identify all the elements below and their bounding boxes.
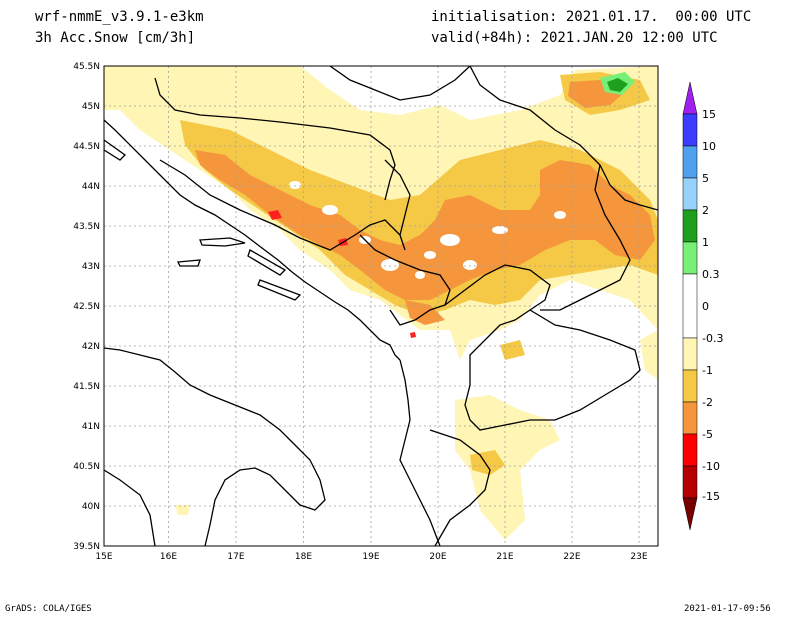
colorbar-bin (682, 177, 698, 211)
colorbar-bin (682, 145, 698, 179)
colorbar-bin (682, 369, 698, 403)
border-line (540, 164, 631, 311)
colorbar-bin (682, 465, 698, 499)
colorbar-top-arrow (682, 81, 698, 115)
island-outline (199, 237, 246, 247)
balkan-coastline (399, 359, 441, 546)
border-line (429, 429, 491, 546)
intense-snow-region (410, 332, 416, 338)
footer-credit: GrADS: COLA/IGES (5, 604, 92, 614)
init-time: initialisation: 2021.01.17. 00:00 UTC (431, 9, 752, 25)
lon-tick-label: 23E (630, 552, 647, 562)
border-line (329, 66, 471, 101)
light-snow-region (640, 330, 658, 380)
lon-axis: 15E 16E 17E 18E 19E 20E 21E 22E 23E (95, 552, 647, 562)
lat-tick-label: 41.5N (73, 382, 100, 392)
colorbar-label: -2 (702, 396, 713, 409)
valid-time: valid(+84h): 2021.JAN.20 12:00 UTC (431, 30, 718, 46)
lon-tick-label: 22E (563, 552, 580, 562)
lon-tick-label: 18E (295, 552, 312, 562)
island-outline (257, 279, 302, 301)
lat-tick-label: 41N (82, 422, 100, 432)
island-outline (176, 259, 201, 267)
heavy-snow-region (195, 150, 655, 300)
colorbar-label: 10 (702, 140, 716, 153)
map-frame (103, 65, 659, 547)
island-outline (247, 249, 287, 276)
positive-region (607, 78, 628, 92)
lat-tick-label: 45N (82, 102, 100, 112)
colorbar-label: -0.3 (702, 332, 723, 345)
colorbar-label: -1 (702, 364, 713, 377)
colorbar-bin (682, 209, 698, 243)
lon-tick-label: 21E (496, 552, 513, 562)
colorbar-label: 0.3 (702, 268, 720, 281)
lon-tick-label: 19E (362, 552, 379, 562)
colorbar-bin (682, 241, 698, 275)
croatia-coastline (104, 119, 401, 361)
colorbar: 15 10 5 2 1 0.3 0 -0.3 -1 -2 -5 -10 -15 (682, 81, 723, 531)
light-snow-region (175, 505, 190, 515)
border-line (469, 66, 658, 211)
lat-tick-label: 43.5N (73, 222, 100, 232)
lon-tick-label: 16E (160, 552, 177, 562)
footer-timestamp: 2021-01-17-09:56 (684, 604, 771, 614)
lat-tick-label: 43N (82, 262, 100, 272)
colorbar-label: 15 (702, 108, 716, 121)
border-line (384, 159, 411, 236)
lat-axis: 39.5N 40N 40.5N 41N 41.5N 42N 42.5N 43N … (73, 62, 100, 552)
colorbar-label: -10 (702, 460, 720, 473)
lat-tick-label: 42.5N (73, 302, 100, 312)
border-line (469, 309, 641, 431)
lon-tick-label: 15E (95, 552, 112, 562)
colorbar-label: 5 (702, 172, 709, 185)
colorbar-bin (682, 273, 698, 339)
lat-tick-label: 40.5N (73, 462, 100, 472)
border-line (359, 234, 451, 326)
lon-tick-label: 17E (227, 552, 244, 562)
lat-tick-label: 45.5N (73, 62, 100, 72)
colorbar-bin (682, 401, 698, 435)
italy-coastline (104, 469, 156, 546)
colorbar-label: -5 (702, 428, 713, 441)
colorbar-label: 0 (702, 300, 709, 313)
border-line (464, 324, 501, 421)
coastlines-borders (104, 66, 658, 546)
lon-tick-label: 20E (429, 552, 446, 562)
colorbar-bin (682, 113, 698, 147)
lat-tick-label: 44N (82, 182, 100, 192)
colorbar-bin (682, 337, 698, 371)
colorbar-label: 2 (702, 204, 709, 217)
border-line (444, 264, 551, 326)
map-gridlines (104, 66, 658, 546)
lat-tick-label: 44.5N (73, 142, 100, 152)
italy-coastline (104, 347, 326, 546)
moderate-snow-region (180, 120, 658, 315)
border-line (154, 77, 396, 201)
model-title: wrf-nmmE_v3.9.1-e3km (35, 9, 204, 25)
snow-field (104, 66, 658, 540)
moderate-snow-region (470, 450, 505, 475)
border-line (159, 159, 406, 251)
light-snow-region (455, 395, 560, 540)
lat-tick-label: 40N (82, 502, 100, 512)
lat-tick-label: 39.5N (73, 542, 100, 552)
colorbar-bin (682, 433, 698, 467)
intense-snow-region (268, 210, 282, 220)
colorbar-bottom-arrow (682, 497, 698, 531)
colorbar-label: -15 (702, 490, 720, 503)
colorbar-label: 1 (702, 236, 709, 249)
island-outline (104, 139, 127, 161)
moderate-snow-region (500, 340, 525, 360)
field-title: 3h Acc.Snow [cm/3h] (35, 30, 196, 46)
lat-tick-label: 42N (82, 342, 100, 352)
